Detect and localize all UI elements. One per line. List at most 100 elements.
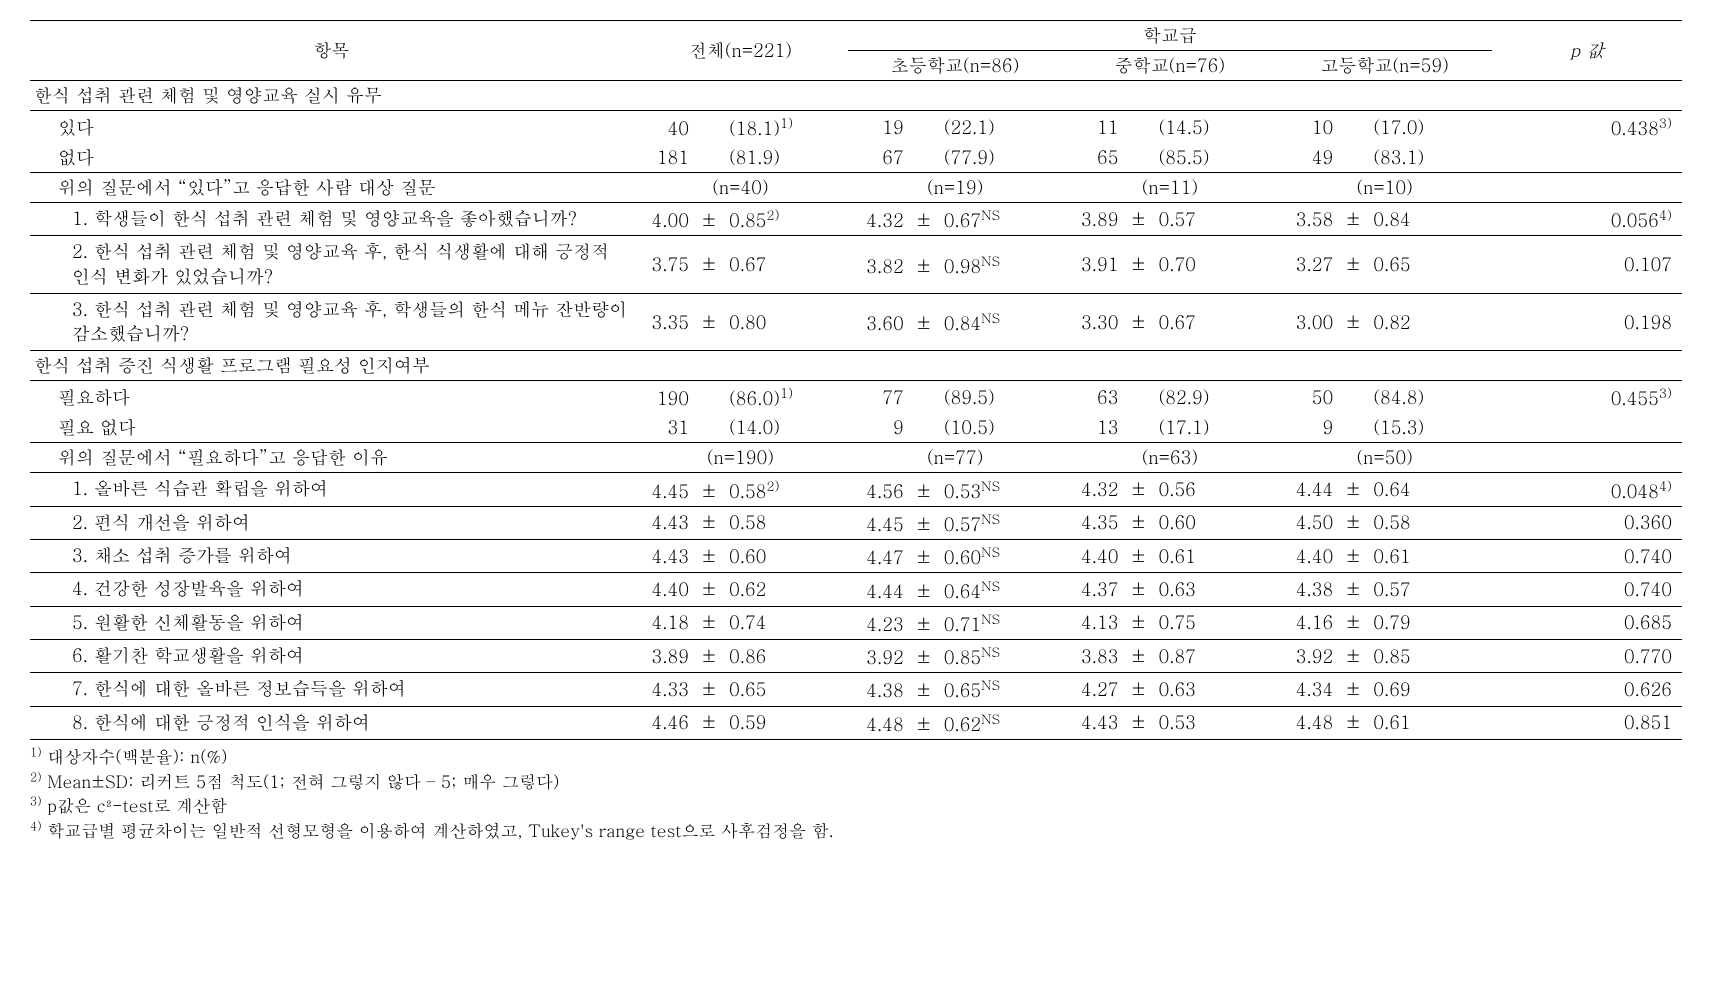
n-cell: (n=190) xyxy=(633,443,848,473)
data-cell: 67(77.9) xyxy=(848,143,1063,173)
data-cell: 3.60±0.84NS xyxy=(848,293,1063,351)
data-cell: 3.89±0.86 xyxy=(633,639,848,672)
data-cell: 10(17.0) xyxy=(1277,111,1492,144)
data-cell: 4.23±0.71NS xyxy=(848,606,1063,639)
data-cell: 3.83±0.87 xyxy=(1062,639,1277,672)
data-cell: 9(15.3) xyxy=(1277,413,1492,443)
col-total: 전체(n=221) xyxy=(633,21,848,81)
data-cell: 4.16±0.79 xyxy=(1277,606,1492,639)
data-cell: 4.38±0.57 xyxy=(1277,573,1492,606)
n-cell: (n=11) xyxy=(1062,173,1277,203)
data-cell: 4.35±0.60 xyxy=(1062,506,1277,539)
data-cell: 4.40±0.61 xyxy=(1277,540,1492,573)
section-title-row: 한식 섭취 증진 식생활 프로그램 필요성 인지여부 xyxy=(30,351,1682,381)
p-cell: 0.107 xyxy=(1492,236,1682,294)
data-cell: 4.38±0.65NS xyxy=(848,673,1063,706)
row-label: 2. 한식 섭취 관련 체험 및 영양교육 후, 한식 식생활에 대해 긍정적 … xyxy=(30,236,633,294)
p-cell xyxy=(1492,143,1682,173)
p-cell: 0.626 xyxy=(1492,673,1682,706)
p-cell: 0.770 xyxy=(1492,639,1682,672)
row-label: 2. 편식 개선을 위하여 xyxy=(30,506,633,539)
data-cell: 3.30±0.67 xyxy=(1062,293,1277,351)
p-cell: 0.198 xyxy=(1492,293,1682,351)
data-cell: 4.33±0.65 xyxy=(633,673,848,706)
row-label: 4. 건강한 성장발육을 위하여 xyxy=(30,573,633,606)
data-cell: 4.43±0.58 xyxy=(633,506,848,539)
data-cell: 4.32±0.67NS xyxy=(848,203,1063,236)
likert-row: 6. 활기찬 학교생활을 위하여 3.89±0.86 3.92±0.85NS 3… xyxy=(30,639,1682,672)
n-cell: (n=19) xyxy=(848,173,1063,203)
n-cell: (n=77) xyxy=(848,443,1063,473)
row-label: 6. 활기찬 학교생활을 위하여 xyxy=(30,639,633,672)
likert-row: 7. 한식에 대한 올바른 정보습득을 위하여 4.33±0.65 4.38±0… xyxy=(30,673,1682,706)
data-cell: 4.00±0.852) xyxy=(633,203,848,236)
row-label: 필요하다 xyxy=(30,381,633,414)
sub-n-row: 위의 질문에서 “필요하다”고 응답한 이유 (n=190) (n=77) (n… xyxy=(30,443,1682,473)
data-cell: 4.13±0.75 xyxy=(1062,606,1277,639)
data-cell: 4.47±0.60NS xyxy=(848,540,1063,573)
results-table: 항목 전체(n=221) 학교급 p 값 초등학교(n=86) 중학교(n=76… xyxy=(30,20,1682,740)
n-cell: (n=10) xyxy=(1277,173,1492,203)
p-cell: 0.0564) xyxy=(1492,203,1682,236)
likert-row: 3. 채소 섭취 증가를 위하여 4.43±0.60 4.47±0.60NS 4… xyxy=(30,540,1682,573)
col-group: 학교급 xyxy=(848,21,1492,51)
row-label: 7. 한식에 대한 올바른 정보습득을 위하여 xyxy=(30,673,633,706)
p-cell: 0.740 xyxy=(1492,573,1682,606)
data-cell: 3.89±0.57 xyxy=(1062,203,1277,236)
data-cell: 50(84.8) xyxy=(1277,381,1492,414)
p-cell: 0.0484) xyxy=(1492,473,1682,506)
p-cell: 0.851 xyxy=(1492,706,1682,739)
data-cell: 4.45±0.57NS xyxy=(848,506,1063,539)
header-row-1: 항목 전체(n=221) 학교급 p 값 xyxy=(30,21,1682,51)
data-cell: 40(18.1)1) xyxy=(633,111,848,144)
section-title: 한식 섭취 관련 체험 및 영양교육 실시 유무 xyxy=(30,81,1277,111)
p-cell: 0.4383) xyxy=(1492,111,1682,144)
data-cell: 3.82±0.98NS xyxy=(848,236,1063,294)
row-label: 1. 학생들이 한식 섭취 관련 체험 및 영양교육을 좋아했습니까? xyxy=(30,203,633,236)
data-cell: 3.75±0.67 xyxy=(633,236,848,294)
p-cell: 0.685 xyxy=(1492,606,1682,639)
row-label: 1. 올바른 식습관 확립을 위하여 xyxy=(30,473,633,506)
data-cell: 4.43±0.53 xyxy=(1062,706,1277,739)
data-cell: 65(85.5) xyxy=(1062,143,1277,173)
row-label: 5. 원활한 신체활동을 위하여 xyxy=(30,606,633,639)
col-high: 고등학교(n=59) xyxy=(1277,51,1492,81)
data-cell: 4.40±0.61 xyxy=(1062,540,1277,573)
section-title-row: 한식 섭취 관련 체험 및 영양교육 실시 유무 xyxy=(30,81,1682,111)
data-cell: 4.18±0.74 xyxy=(633,606,848,639)
data-cell: 4.44±0.64 xyxy=(1277,473,1492,506)
likert-row: 8. 한식에 대한 긍정적 인식을 위하여 4.46±0.59 4.48±0.6… xyxy=(30,706,1682,739)
p-cell: 0.4553) xyxy=(1492,381,1682,414)
row-label: 3. 한식 섭취 관련 체험 및 영양교육 후, 학생들의 한식 메뉴 잔반량이… xyxy=(30,293,633,351)
footnotes: 1) 대상자수(백분율): n(%)2) Mean±SD: 리커트 5점 척도(… xyxy=(30,744,1682,843)
likert-row: 1. 올바른 식습관 확립을 위하여 4.45±0.582) 4.56±0.53… xyxy=(30,473,1682,506)
data-cell: 4.34±0.69 xyxy=(1277,673,1492,706)
data-cell: 4.27±0.63 xyxy=(1062,673,1277,706)
count-row: 없다 181(81.9) 67(77.9) 65(85.5) 49(83.1) xyxy=(30,143,1682,173)
table-body: 한식 섭취 관련 체험 및 영양교육 실시 유무 있다 40(18.1)1) 1… xyxy=(30,81,1682,740)
data-cell: 4.45±0.582) xyxy=(633,473,848,506)
likert-row: 2. 편식 개선을 위하여 4.43±0.58 4.45±0.57NS 4.35… xyxy=(30,506,1682,539)
data-cell: 63(82.9) xyxy=(1062,381,1277,414)
count-row: 필요하다 190(86.0)1) 77(89.5) 63(82.9) 50(84… xyxy=(30,381,1682,414)
data-cell: 19(22.1) xyxy=(848,111,1063,144)
sub-n-label: 위의 질문에서 “있다”고 응답한 사람 대상 질문 xyxy=(30,173,633,203)
n-cell: (n=50) xyxy=(1277,443,1492,473)
row-label: 없다 xyxy=(30,143,633,173)
data-cell: 3.92±0.85 xyxy=(1277,639,1492,672)
col-elem: 초등학교(n=86) xyxy=(848,51,1063,81)
data-cell: 4.44±0.64NS xyxy=(848,573,1063,606)
data-cell: 4.40±0.62 xyxy=(633,573,848,606)
n-cell: (n=63) xyxy=(1062,443,1277,473)
footnote: 2) Mean±SD: 리커트 5점 척도(1; 전혀 그렇지 않다 – 5; … xyxy=(30,769,1682,794)
data-cell: 4.50±0.58 xyxy=(1277,506,1492,539)
count-row: 필요 없다 31(14.0) 9(10.5) 13(17.1) 9(15.3) xyxy=(30,413,1682,443)
data-cell: 9(10.5) xyxy=(848,413,1063,443)
data-cell: 77(89.5) xyxy=(848,381,1063,414)
data-cell: 3.58±0.84 xyxy=(1277,203,1492,236)
data-cell: 4.43±0.60 xyxy=(633,540,848,573)
footnote: 1) 대상자수(백분율): n(%) xyxy=(30,744,1682,769)
p-cell: 0.740 xyxy=(1492,540,1682,573)
data-cell: 3.91±0.70 xyxy=(1062,236,1277,294)
data-cell: 11(14.5) xyxy=(1062,111,1277,144)
